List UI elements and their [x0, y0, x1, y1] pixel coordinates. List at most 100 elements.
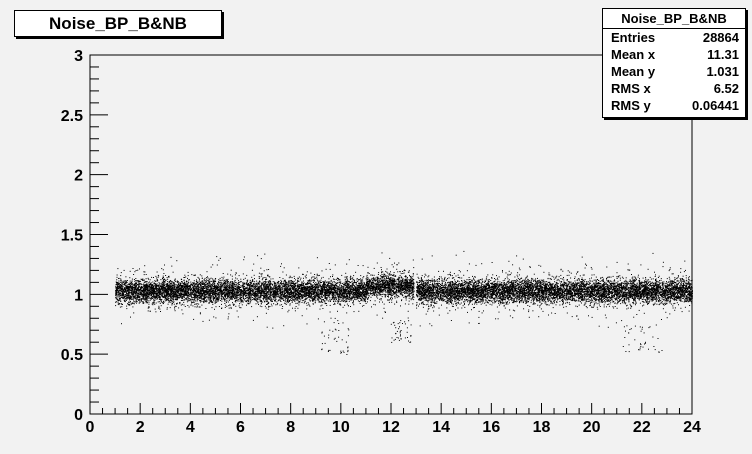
data-point: [115, 290, 117, 292]
data-point: [239, 295, 241, 297]
data-point: [256, 295, 258, 297]
data-point: [180, 291, 182, 292]
data-point: [221, 300, 223, 302]
data-point: [177, 288, 179, 290]
data-point: [134, 296, 136, 298]
data-point: [176, 302, 178, 304]
data-point: [319, 292, 321, 294]
data-point: [207, 299, 209, 301]
data-point: [247, 288, 249, 290]
data-point: [284, 279, 286, 281]
data-point: [287, 294, 289, 295]
data-point: [115, 292, 117, 294]
data-point: [335, 284, 337, 286]
data-point: [172, 294, 174, 296]
data-point: [353, 304, 355, 306]
data-point: [342, 287, 344, 289]
data-point: [115, 301, 117, 302]
data-point: [345, 297, 347, 299]
data-point: [279, 285, 281, 287]
data-point: [123, 288, 125, 290]
data-point: [356, 279, 358, 281]
data-point: [183, 301, 185, 303]
data-point: [280, 287, 282, 289]
data-point: [290, 288, 292, 290]
data-point: [290, 285, 292, 286]
data-point: [261, 290, 263, 292]
data-point: [200, 285, 202, 287]
data-point: [355, 282, 357, 283]
data-point: [192, 298, 194, 300]
data-point: [362, 290, 364, 291]
data-point: [173, 299, 175, 301]
data-point: [259, 292, 260, 294]
data-point: [284, 285, 286, 287]
data-point: [249, 286, 251, 288]
data-point: [175, 290, 177, 291]
data-point: [329, 290, 331, 292]
data-point: [185, 293, 187, 295]
data-point: [185, 299, 187, 301]
data-point: [116, 288, 118, 289]
data-point: [350, 278, 352, 280]
data-point: [364, 285, 366, 287]
data-point: [145, 281, 147, 283]
data-point: [295, 299, 297, 301]
data-point: [130, 293, 132, 295]
data-point: [117, 296, 119, 298]
data-point: [153, 299, 155, 301]
data-point: [128, 293, 130, 295]
data-point: [264, 296, 266, 298]
data-point: [126, 285, 128, 287]
data-point: [269, 306, 271, 307]
data-point: [123, 296, 125, 298]
data-point: [176, 296, 178, 298]
data-point: [198, 297, 200, 299]
data-point: [205, 300, 207, 302]
data-point: [354, 285, 356, 287]
data-point: [234, 295, 236, 297]
data-point: [337, 302, 339, 304]
data-point: [259, 300, 261, 302]
data-point: [299, 284, 301, 285]
data-point: [134, 288, 136, 290]
data-point: [242, 301, 244, 303]
data-point: [262, 295, 263, 296]
data-point: [190, 294, 192, 296]
data-point: [226, 281, 228, 283]
data-point: [343, 294, 345, 296]
data-point: [335, 293, 337, 294]
data-point: [347, 292, 349, 294]
data-point: [144, 284, 145, 286]
data-point: [303, 277, 304, 279]
data-point: [337, 300, 339, 302]
data-point: [214, 281, 216, 282]
data-point: [148, 285, 150, 287]
data-point: [360, 282, 362, 284]
data-point: [253, 288, 255, 290]
data-point: [224, 288, 226, 290]
data-point: [163, 281, 165, 283]
data-point: [155, 296, 157, 298]
data-point: [200, 295, 202, 297]
data-point: [297, 287, 299, 289]
data-point: [345, 298, 347, 300]
data-point: [203, 300, 205, 302]
data-point: [296, 289, 298, 291]
data-point: [317, 284, 319, 286]
data-point: [263, 293, 265, 295]
data-point: [360, 275, 362, 277]
data-point: [294, 292, 296, 294]
data-point: [157, 286, 159, 287]
data-point: [304, 289, 306, 291]
data-point: [280, 284, 282, 286]
data-point: [209, 293, 211, 295]
data-point: [134, 283, 136, 285]
data-point: [184, 287, 186, 289]
data-point: [263, 295, 265, 297]
data-point: [165, 280, 167, 282]
data-point: [236, 298, 238, 300]
data-point: [169, 294, 171, 296]
data-point: [337, 294, 339, 296]
data-point: [278, 297, 280, 298]
